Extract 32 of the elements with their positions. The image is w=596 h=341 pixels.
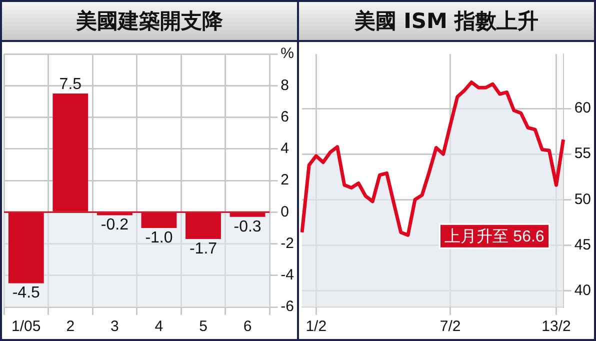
- x-tick-label: 1/05: [12, 318, 41, 336]
- y-tick-label: 6: [280, 108, 290, 126]
- y-tick-label: -2: [280, 234, 294, 252]
- data-label: 7.5: [59, 76, 82, 93]
- x-tick-label: 4: [154, 318, 164, 336]
- y-tick-label: 8: [280, 76, 290, 94]
- x-tick-label: 13/2: [542, 318, 571, 336]
- x-tick-label: 2: [66, 318, 75, 336]
- chart-title: 美國 ISM 指數上升: [299, 2, 594, 42]
- y-tick-label: -4: [280, 266, 294, 284]
- data-label: -4.5: [12, 284, 40, 302]
- chart-title: 美國建築開支降: [2, 2, 297, 42]
- data-label: -1.0: [145, 229, 173, 246]
- x-tick-label: 7/2: [440, 318, 461, 336]
- y-tick-label: 40: [574, 282, 592, 299]
- y-tick-label: %: [280, 45, 294, 62]
- x-tick-label: 6: [243, 318, 252, 336]
- y-tick-label: 50: [574, 190, 592, 208]
- y-tick-label: -6: [280, 298, 294, 316]
- y-tick-label: 4: [280, 140, 290, 158]
- data-label: -0.3: [234, 218, 262, 236]
- x-tick-label: 1/2: [306, 318, 327, 336]
- y-tick-label: 60: [574, 100, 592, 117]
- y-tick-label: 2: [280, 172, 290, 189]
- x-tick-label: 5: [199, 318, 208, 336]
- y-tick-label: 0: [280, 203, 290, 220]
- x-tick-label: 3: [110, 318, 119, 336]
- annotation: 上月升至 56.6: [444, 228, 544, 246]
- y-tick-label: 55: [574, 145, 592, 162]
- y-tick-label: 45: [574, 236, 592, 254]
- data-label: -1.7: [189, 240, 218, 258]
- data-label: -0.2: [100, 216, 129, 234]
